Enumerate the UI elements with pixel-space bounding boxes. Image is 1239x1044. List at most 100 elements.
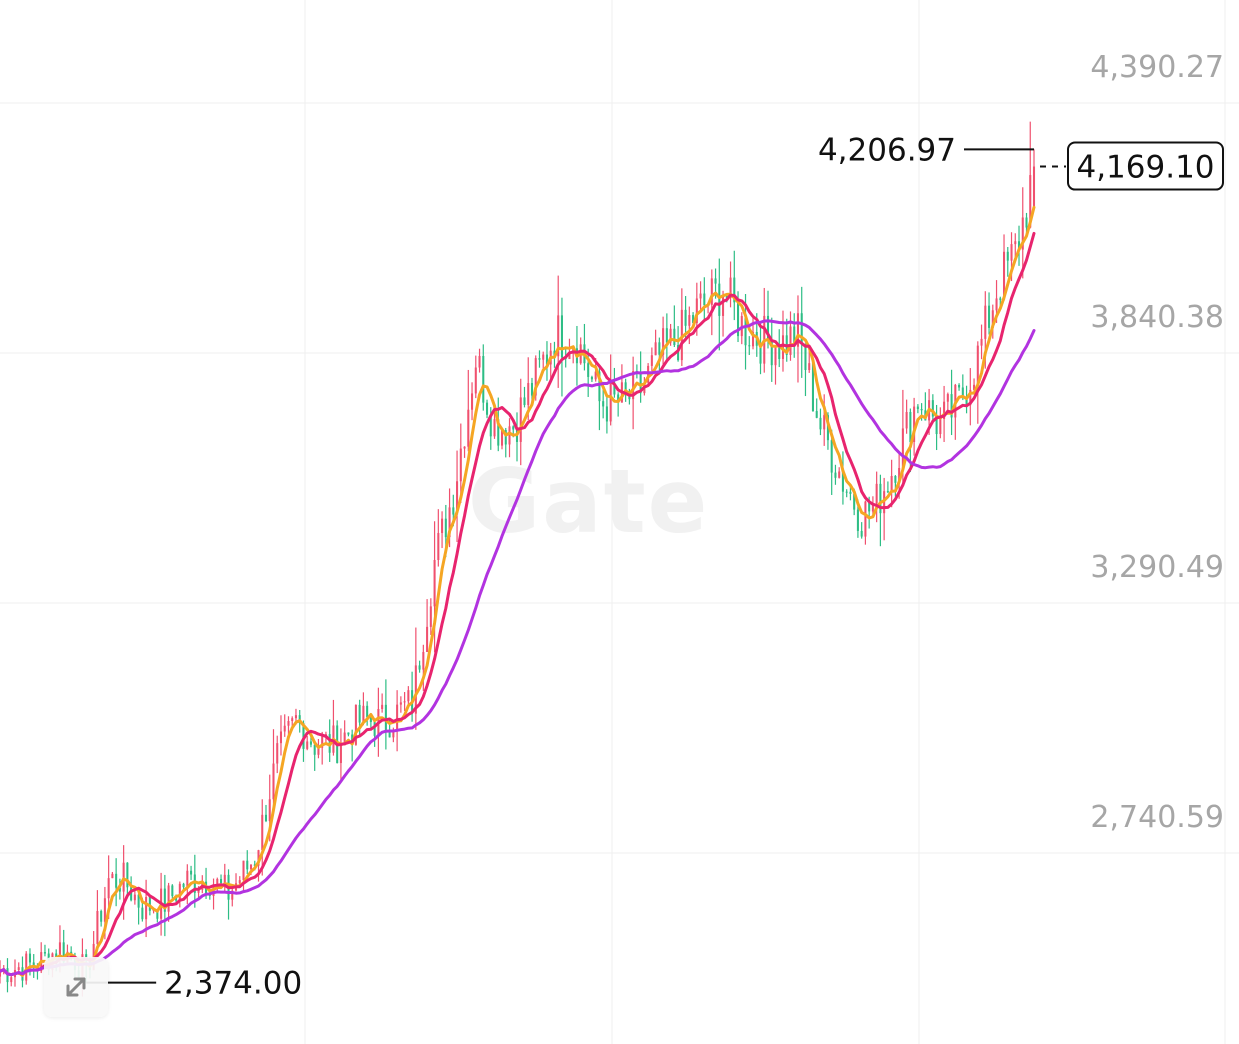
candle-body	[279, 731, 283, 744]
candle-body	[190, 870, 193, 875]
candle-body	[665, 328, 668, 343]
candle-body	[500, 430, 504, 446]
candle-body	[369, 717, 372, 723]
candle-body	[448, 507, 451, 538]
candle-body	[512, 426, 515, 430]
candle-body	[834, 472, 837, 478]
candle-body	[426, 626, 429, 652]
candle-body	[321, 736, 324, 748]
candle-body	[617, 394, 620, 403]
candle-body	[186, 870, 189, 888]
candle-body	[317, 747, 320, 755]
candle-body	[497, 419, 500, 446]
expand-chart-button[interactable]	[44, 957, 108, 1017]
candle-body	[28, 953, 32, 963]
candle-body	[538, 358, 541, 360]
candle-body	[886, 491, 889, 493]
candle-body	[1017, 241, 1021, 250]
candle-body	[759, 345, 762, 364]
candle-body	[111, 873, 114, 879]
candle-body	[283, 725, 286, 732]
candle-body	[407, 690, 410, 702]
candle-body	[594, 371, 597, 380]
candle-body	[115, 873, 118, 888]
candle-body	[103, 898, 106, 922]
candle-body	[441, 518, 444, 534]
candle-body	[587, 363, 590, 377]
candle-body	[527, 383, 530, 405]
candle-body	[343, 732, 346, 746]
candle-body	[126, 862, 129, 888]
moving-average-line	[0, 205, 1036, 977]
candle-body	[403, 701, 406, 703]
candle-body	[373, 722, 376, 736]
candle-body	[943, 401, 946, 420]
candle-body	[534, 358, 537, 396]
candle-body	[163, 888, 166, 912]
candle-body	[871, 503, 874, 512]
candle-body	[845, 491, 848, 493]
candle-body	[493, 419, 496, 437]
candle-body	[392, 729, 395, 738]
candle-body	[710, 278, 713, 305]
candle-body	[808, 363, 811, 370]
candle-body	[358, 704, 361, 723]
candle-body	[148, 896, 151, 911]
candle-body	[789, 326, 792, 355]
candle-body	[916, 406, 919, 410]
y-tick-label: 2,740.59	[1090, 800, 1224, 835]
candle-body	[118, 887, 121, 892]
candle-body	[662, 328, 665, 355]
candle-body	[714, 278, 717, 284]
candle-body	[167, 885, 170, 912]
candle-body	[1021, 217, 1024, 250]
candle-body	[253, 864, 256, 866]
candle-body	[898, 467, 901, 483]
candle-body	[429, 606, 432, 627]
candle-body	[381, 704, 384, 709]
expand-arrows-icon	[66, 977, 86, 997]
candle-body	[991, 310, 994, 328]
candle-body	[171, 885, 174, 897]
candles	[0, 121, 1036, 997]
candle-body	[1014, 241, 1017, 245]
low-price-label: 2,374.00	[164, 966, 302, 1002]
candle-body	[946, 394, 949, 402]
candle-body	[568, 353, 571, 359]
candle-body	[96, 910, 99, 944]
candle-body	[624, 382, 627, 391]
candle-body	[220, 878, 223, 883]
candle-body	[268, 799, 271, 822]
candle-body	[913, 406, 916, 443]
candle-body	[542, 354, 545, 360]
candle-body	[905, 411, 908, 429]
candle-body	[287, 721, 290, 726]
candle-body	[684, 309, 687, 326]
candle-body	[471, 393, 474, 410]
candle-body	[1010, 244, 1013, 261]
candle-body	[384, 704, 387, 731]
candle-body	[43, 952, 46, 954]
candle-body	[414, 665, 417, 714]
candle-body	[935, 416, 938, 435]
candle-body	[474, 367, 477, 394]
candle-body	[156, 910, 159, 919]
candle-body	[632, 371, 635, 400]
candle-body	[216, 878, 219, 886]
candle-body	[249, 864, 253, 870]
candle-body	[10, 977, 13, 983]
candle-body	[598, 371, 601, 402]
y-axis: 4,390.27 3,840.38 3,290.49 2,740.59	[1090, 50, 1224, 835]
candle-body	[130, 887, 133, 901]
y-tick-label: 4,390.27	[1090, 50, 1224, 85]
candle-body	[879, 483, 882, 514]
candle-body	[849, 491, 852, 494]
candle-body	[939, 419, 942, 435]
candle-body	[85, 954, 88, 958]
last-price-label: 4,169.10	[1076, 150, 1214, 186]
candle-body	[523, 397, 526, 405]
candle-body	[692, 315, 695, 323]
